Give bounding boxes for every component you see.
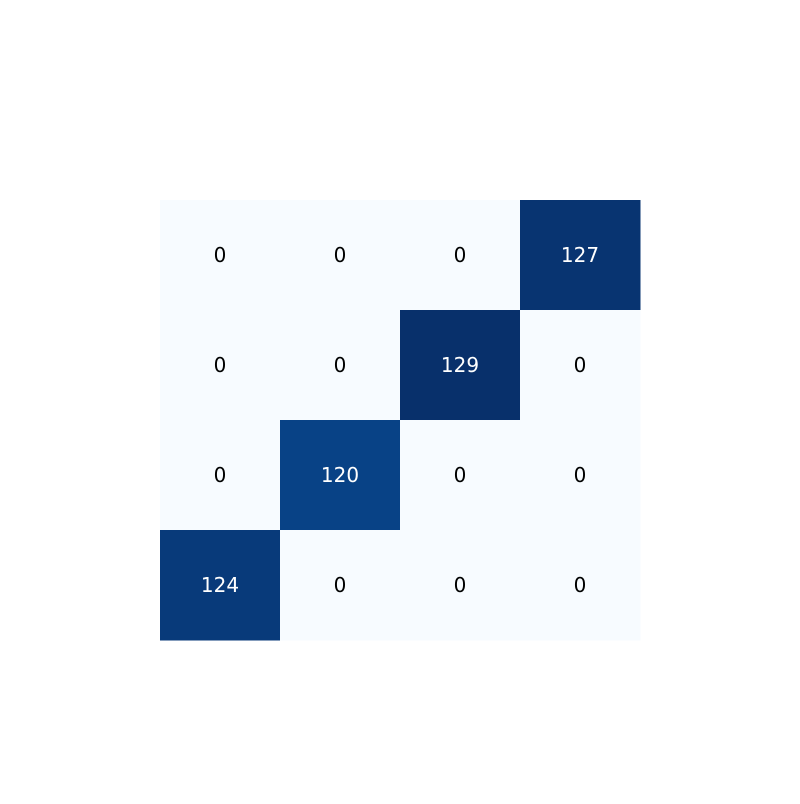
heatmap-cell-label-r3-c0: 124 xyxy=(201,573,239,597)
heatmap-cell-r2-c3 xyxy=(520,420,641,531)
heatmap-cell-label-r1-c0: 0 xyxy=(214,353,227,377)
heatmap-cell-r3-c3 xyxy=(520,530,641,641)
heatmap-cell-label-r0-c1: 0 xyxy=(334,243,347,267)
heatmap-cell-r1-c3 xyxy=(520,310,641,421)
heatmap-cell-label-r3-c2: 0 xyxy=(454,573,467,597)
heatmap-cells xyxy=(160,200,641,641)
heatmap-cell-label-r0-c2: 0 xyxy=(454,243,467,267)
heatmap-cell-label-r1-c3: 0 xyxy=(574,353,587,377)
heatmap-cell-r3-c1 xyxy=(280,530,401,641)
heatmap-cell-label-r3-c3: 0 xyxy=(574,573,587,597)
heatmap-cell-label-r2-c1: 120 xyxy=(321,463,359,487)
heatmap-cell-label-r1-c1: 0 xyxy=(334,353,347,377)
heatmap-cell-r0-c3 xyxy=(520,200,641,311)
heatmap-cell-label-r1-c2: 129 xyxy=(441,353,479,377)
heatmap-cell-label-r2-c0: 0 xyxy=(214,463,227,487)
heatmap-cell-r1-c0 xyxy=(160,310,281,421)
heatmap-cell-label-r0-c0: 0 xyxy=(214,243,227,267)
heatmap-cell-label-r0-c3: 127 xyxy=(561,243,599,267)
heatmap-cell-r3-c2 xyxy=(400,530,521,641)
heatmap-cell-r1-c2 xyxy=(400,310,521,421)
heatmap-cell-label-r2-c3: 0 xyxy=(574,463,587,487)
heatmap-cell-r0-c1 xyxy=(280,200,401,311)
heatmap-cell-r1-c1 xyxy=(280,310,401,421)
heatmap-cell-r2-c1 xyxy=(280,420,401,531)
heatmap-cell-r3-c0 xyxy=(160,530,281,641)
heatmap-cell-r0-c0 xyxy=(160,200,281,311)
heatmap-cell-label-r2-c2: 0 xyxy=(454,463,467,487)
heatmap-cell-labels: 0 0 0 127 0 0 129 0 0 120 0 0 124 0 0 0 xyxy=(201,243,599,597)
heatmap-cell-r2-c0 xyxy=(160,420,281,531)
heatmap-cell-r0-c2 xyxy=(400,200,521,311)
heatmap-cell-label-r3-c1: 0 xyxy=(334,573,347,597)
heatmap-cell-r2-c2 xyxy=(400,420,521,531)
